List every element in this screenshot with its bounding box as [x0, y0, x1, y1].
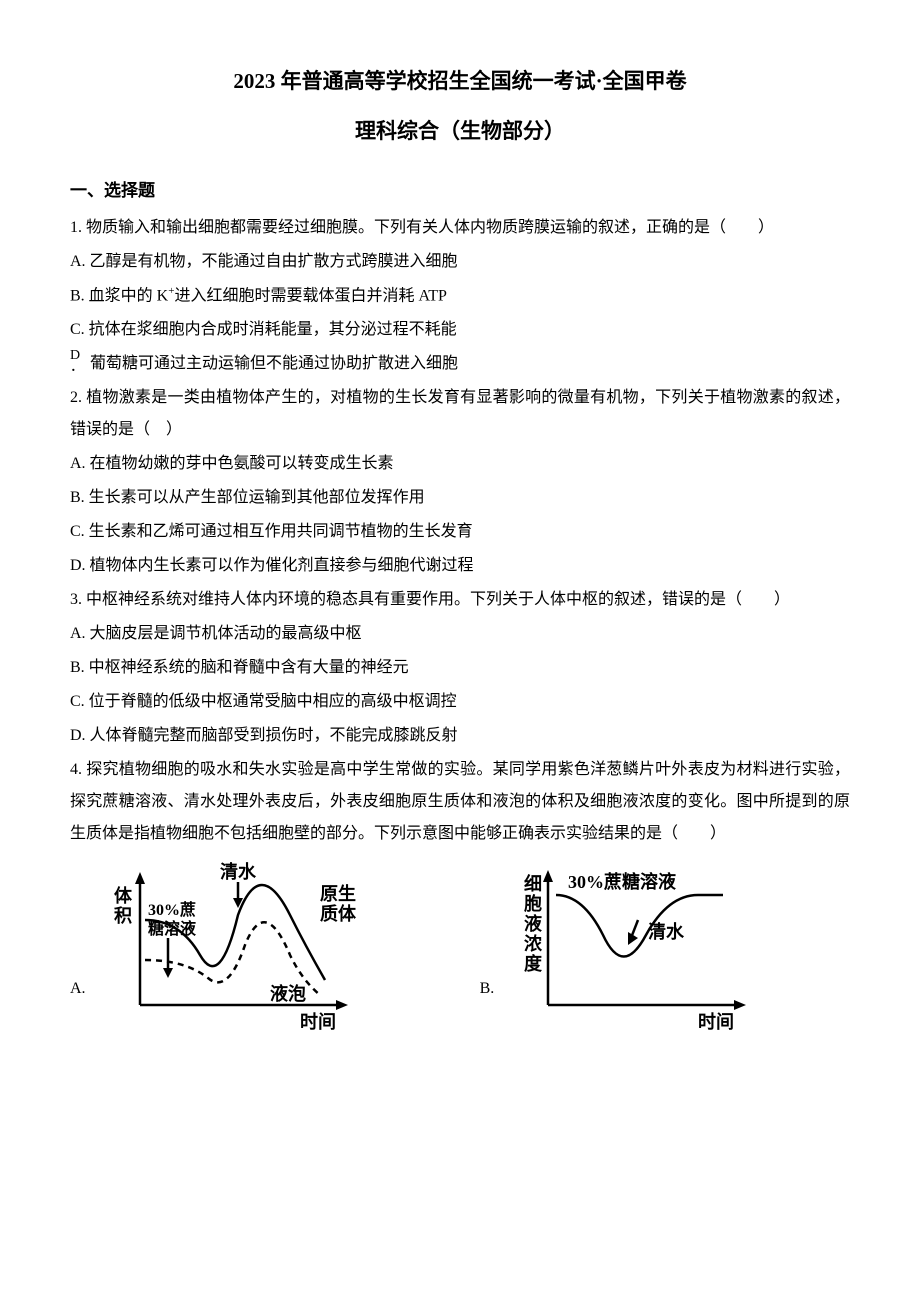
q1-option-b: B. 血浆中的 K+进入红细胞时需要载体蛋白并消耗 ATP [70, 280, 850, 312]
q3-option-b: B. 中枢神经系统的脑和脊髓中含有大量的神经元 [70, 652, 850, 684]
svg-text:液: 液 [524, 913, 543, 934]
svg-text:浓: 浓 [524, 934, 543, 954]
q1-option-c: C. 抗体在浆细胞内合成时消耗能量，其分泌过程不耗能 [70, 314, 850, 346]
q1-d-label: D ． [70, 349, 84, 373]
q3-option-c: C. 位于脊髓的低级中枢通常受脑中相应的高级中枢调控 [70, 686, 850, 718]
q2-option-a: A. 在植物幼嫩的芽中色氨酸可以转变成生长素 [70, 448, 850, 480]
svg-text:原生: 原生 [320, 883, 356, 904]
q1-b-pre: B. 血浆中的 K [70, 287, 168, 304]
q1-option-a: A. 乙醇是有机物，不能通过自由扩散方式跨膜进入细胞 [70, 246, 850, 278]
sub-title: 理科综合（生物部分） [70, 110, 850, 152]
q1-b-post: 进入红细胞时需要载体蛋白并消耗 ATP [174, 287, 446, 304]
chart-b-wrap: B. 细 胞 液 浓 度 时间 30%蔗糖溶液 清水 [480, 860, 774, 1035]
svg-text:度: 度 [524, 953, 543, 974]
q3-option-d: D. 人体脊髓完整而脑部受到损伤时，不能完成膝跳反射 [70, 720, 850, 752]
chart-a-opt-label: A. [70, 973, 86, 1005]
svg-text:积: 积 [114, 906, 132, 926]
svg-text:清水: 清水 [220, 861, 257, 882]
svg-text:胞: 胞 [524, 893, 542, 914]
main-title: 2023 年普通高等学校招生全国统一考试·全国甲卷 [70, 60, 850, 102]
q4-stem: 4. 探究植物细胞的吸水和失水实验是高中学生常做的实验。某同学用紫色洋葱鳞片叶外… [70, 754, 850, 850]
svg-text:质体: 质体 [320, 903, 357, 924]
section-heading: 一、选择题 [70, 174, 850, 208]
svg-text:时间: 时间 [300, 1012, 336, 1032]
svg-text:时间: 时间 [698, 1012, 734, 1032]
chart-a-wrap: A. 体 积 时间 清水 原生 质体 液泡 30%蔗 [70, 860, 380, 1035]
q3-stem: 3. 中枢神经系统对维持人体内环境的稳态具有重要作用。下列关于人体中枢的叙述，错… [70, 584, 850, 616]
q2-option-d: D. 植物体内生长素可以作为催化剂直接参与细胞代谢过程 [70, 550, 850, 582]
svg-text:体: 体 [114, 885, 133, 906]
chart-b-opt-label: B. [480, 973, 495, 1005]
charts-row: A. 体 积 时间 清水 原生 质体 液泡 30%蔗 [70, 860, 850, 1035]
svg-text:30%蔗: 30%蔗 [148, 900, 196, 919]
q2-option-c: C. 生长素和乙烯可通过相互作用共同调节植物的生长发育 [70, 516, 850, 548]
chart-b-svg: 细 胞 液 浓 度 时间 30%蔗糖溶液 清水 [498, 860, 773, 1035]
q1-stem: 1. 物质输入和输出细胞都需要经过细胞膜。下列有关人体内物质跨膜运输的叙述，正确… [70, 212, 850, 244]
chart-a-svg: 体 积 时间 清水 原生 质体 液泡 30%蔗 糖溶液 [90, 860, 380, 1035]
svg-text:糖溶液: 糖溶液 [148, 919, 197, 938]
q1-d-text: 葡萄糖可通过主动运输但不能通过协助扩散进入细胞 [90, 355, 458, 372]
svg-text:细: 细 [524, 873, 542, 894]
q2-stem: 2. 植物激素是一类由植物体产生的，对植物的生长发育有显著影响的微量有机物，下列… [70, 382, 850, 446]
svg-text:30%蔗糖溶液: 30%蔗糖溶液 [568, 871, 677, 892]
q1-option-d: D ． 葡萄糖可通过主动运输但不能通过协助扩散进入细胞 [70, 348, 850, 380]
q2-option-b: B. 生长素可以从产生部位运输到其他部位发挥作用 [70, 482, 850, 514]
q3-option-a: A. 大脑皮层是调节机体活动的最高级中枢 [70, 618, 850, 650]
svg-text:液泡: 液泡 [270, 983, 306, 1004]
svg-text:清水: 清水 [648, 921, 685, 942]
q1-d-bot: ． [70, 363, 84, 373]
